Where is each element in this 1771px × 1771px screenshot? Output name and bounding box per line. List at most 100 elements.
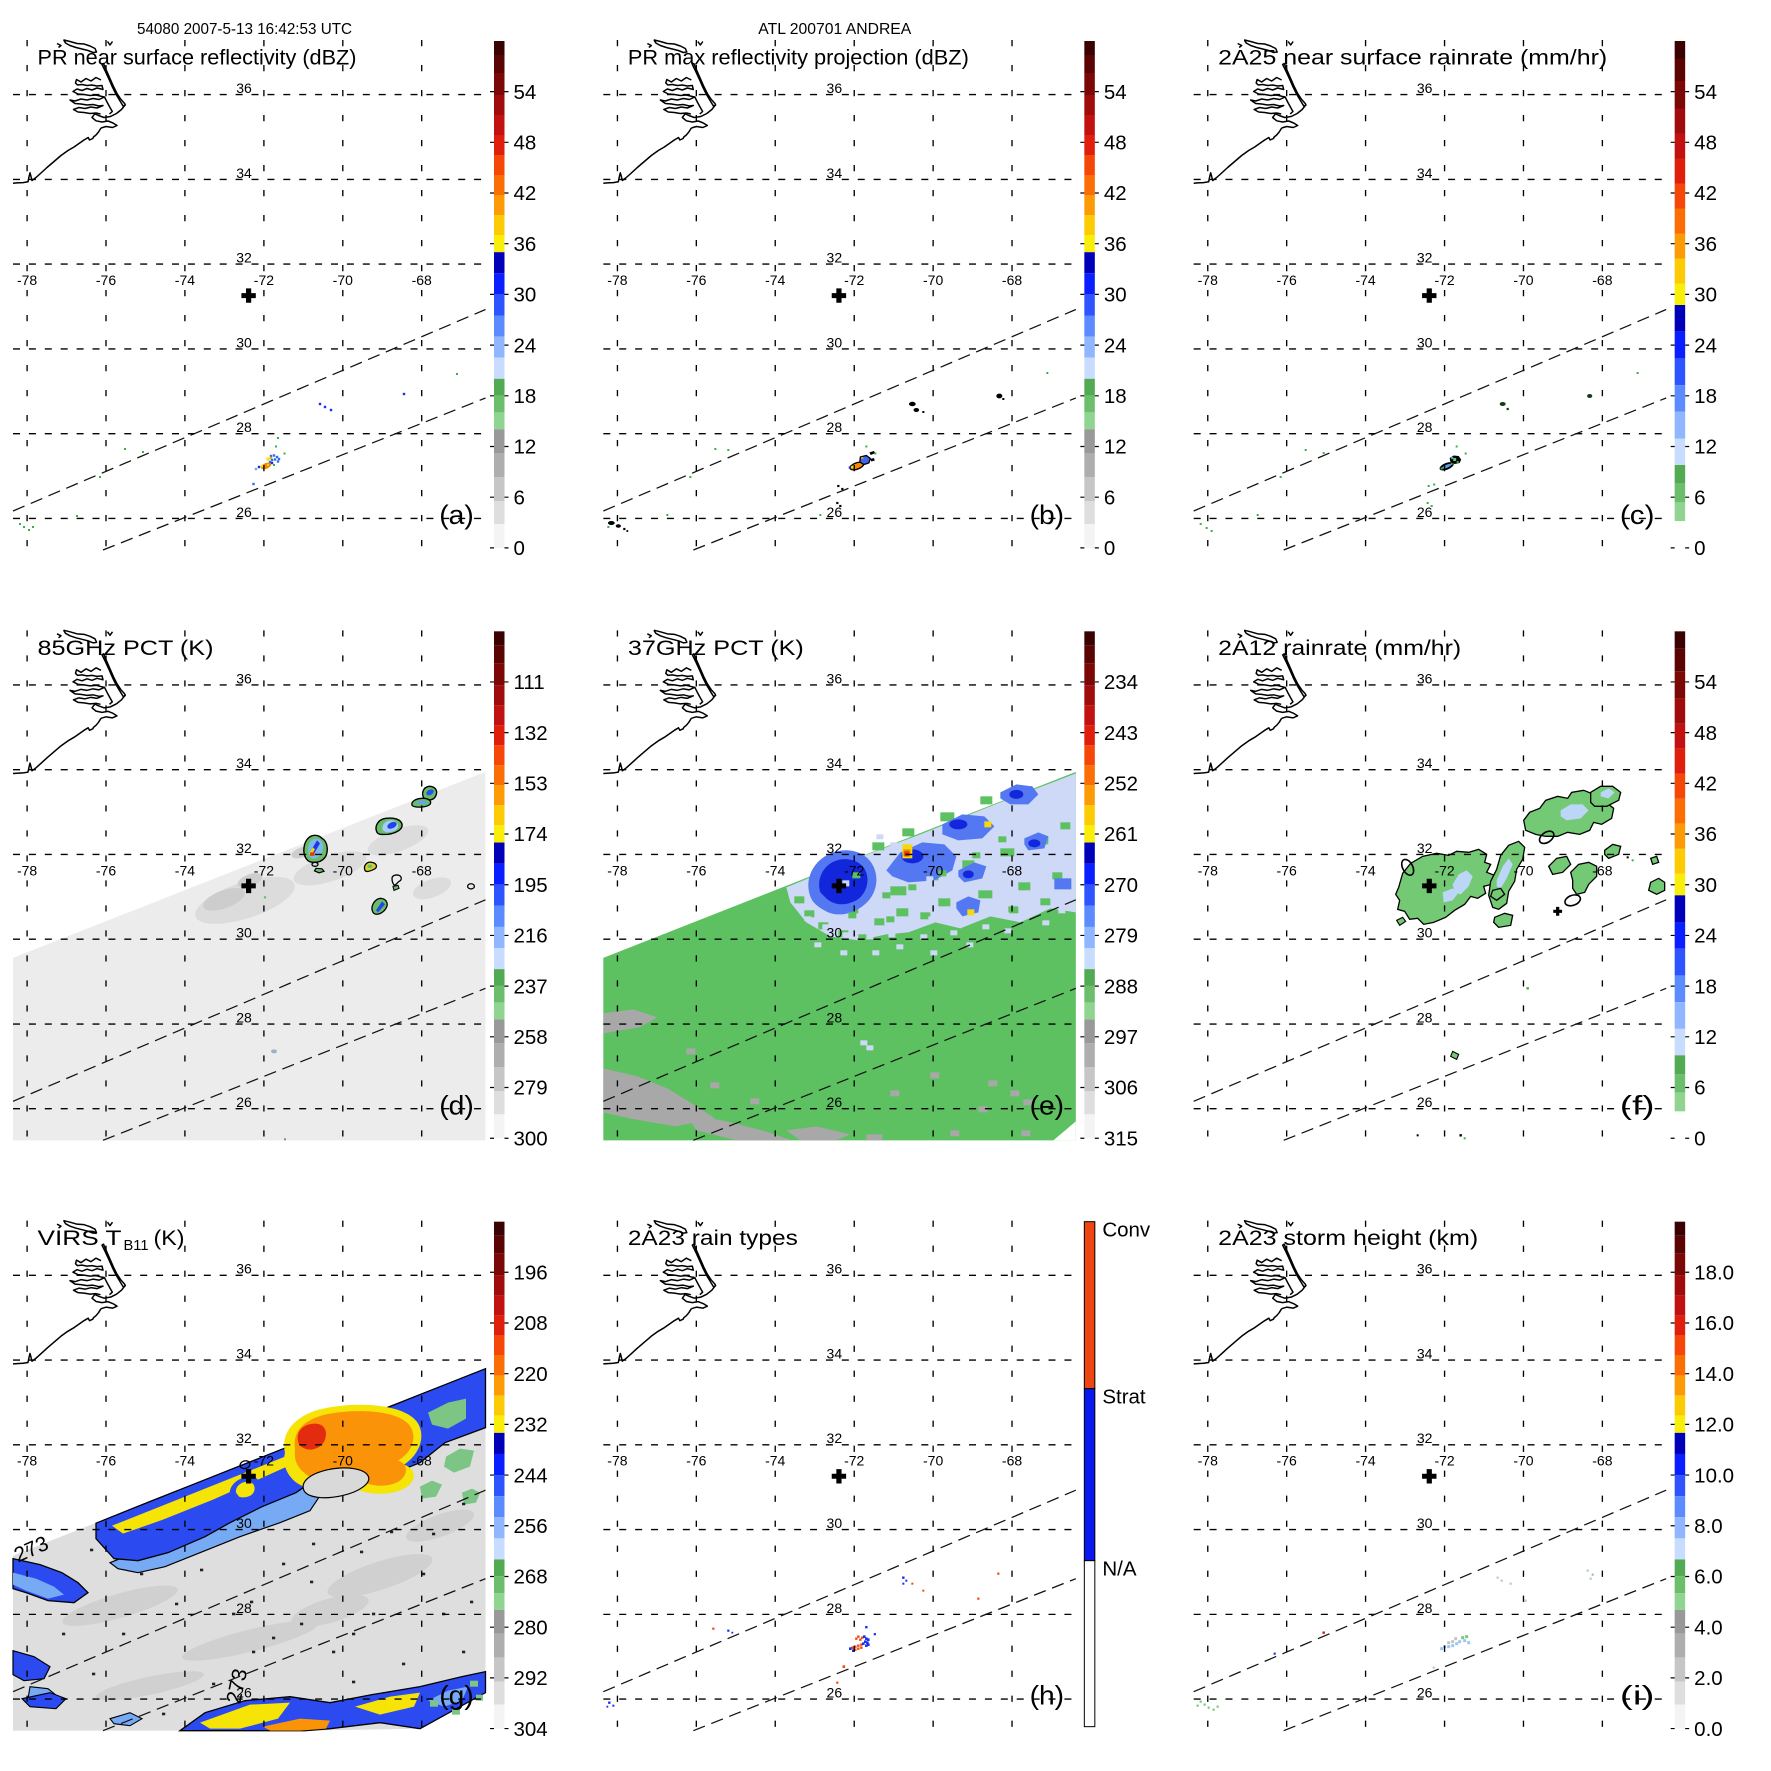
svg-text:B11: B11 <box>124 1237 149 1254</box>
svg-text:279: 279 <box>1104 925 1138 948</box>
svg-text:237: 237 <box>514 975 548 998</box>
svg-text:2A23 rain types: 2A23 rain types <box>628 1226 798 1250</box>
svg-text:18: 18 <box>514 385 537 408</box>
svg-text:16.0: 16.0 <box>1694 1312 1734 1335</box>
svg-text:10.0: 10.0 <box>1694 1464 1734 1487</box>
svg-text:36: 36 <box>1694 233 1717 256</box>
svg-text:258: 258 <box>514 1026 548 1049</box>
svg-text:111: 111 <box>514 671 545 694</box>
svg-text:6: 6 <box>514 486 525 509</box>
svg-text:PR near surface reflectivity (: PR near surface reflectivity (dBZ) <box>38 46 357 70</box>
svg-text:315: 315 <box>1104 1127 1138 1150</box>
svg-text:24: 24 <box>1694 925 1717 948</box>
svg-text:14.0: 14.0 <box>1694 1363 1734 1386</box>
svg-text:48: 48 <box>1104 132 1127 155</box>
svg-text:(g): (g) <box>439 1681 474 1711</box>
svg-text:54: 54 <box>1694 671 1717 694</box>
svg-text:(c): (c) <box>1620 500 1655 530</box>
svg-text:297: 297 <box>1104 1026 1138 1049</box>
svg-text:279: 279 <box>514 1077 548 1100</box>
svg-text:132: 132 <box>514 722 548 745</box>
svg-text:48: 48 <box>514 132 537 155</box>
svg-text:42: 42 <box>1694 182 1717 205</box>
svg-text:54: 54 <box>1104 81 1127 104</box>
svg-text:6.0: 6.0 <box>1694 1566 1723 1589</box>
svg-text:(b): (b) <box>1030 500 1065 530</box>
svg-text:(K): (K) <box>154 1226 185 1250</box>
svg-text:232: 232 <box>514 1414 548 1437</box>
svg-text:VIRS T: VIRS T <box>38 1226 122 1250</box>
svg-text:24: 24 <box>1694 334 1717 357</box>
svg-text:216: 216 <box>514 925 548 948</box>
svg-text:(a): (a) <box>439 500 474 530</box>
svg-text:30: 30 <box>1694 874 1717 897</box>
svg-text:12: 12 <box>514 436 537 459</box>
svg-text:42: 42 <box>514 182 537 205</box>
svg-text:220: 220 <box>514 1363 548 1386</box>
svg-text:0: 0 <box>1694 1127 1705 1150</box>
svg-text:24: 24 <box>1104 334 1127 357</box>
svg-text:6: 6 <box>1104 486 1115 509</box>
svg-text:12: 12 <box>1694 436 1717 459</box>
svg-text:174: 174 <box>514 823 548 846</box>
svg-text:2A23 storm height (km): 2A23 storm height (km) <box>1218 1226 1478 1250</box>
svg-text:304: 304 <box>514 1718 548 1741</box>
svg-text:36: 36 <box>514 233 537 256</box>
svg-text:(e): (e) <box>1030 1090 1065 1120</box>
svg-text:42: 42 <box>1694 773 1717 796</box>
svg-text:42: 42 <box>1104 182 1127 205</box>
svg-text:4.0: 4.0 <box>1694 1616 1723 1639</box>
svg-text:(i): (i) <box>1620 1681 1655 1711</box>
svg-text:24: 24 <box>514 334 537 357</box>
svg-text:18: 18 <box>1694 385 1717 408</box>
svg-text:270: 270 <box>1104 874 1138 897</box>
svg-text:48: 48 <box>1694 722 1717 745</box>
svg-text:0: 0 <box>1104 537 1115 560</box>
svg-text:280: 280 <box>514 1616 548 1639</box>
svg-text:30: 30 <box>1104 284 1127 307</box>
svg-text:208: 208 <box>514 1312 548 1335</box>
svg-text:306: 306 <box>1104 1077 1138 1100</box>
svg-text:ATL 200701 ANDREA: ATL 200701 ANDREA <box>758 21 912 38</box>
svg-text:30: 30 <box>514 284 537 307</box>
svg-text:195: 195 <box>514 874 548 897</box>
svg-text:Strat: Strat <box>1102 1386 1146 1409</box>
svg-text:0: 0 <box>1694 537 1705 560</box>
svg-text:292: 292 <box>514 1667 548 1690</box>
svg-text:85GHz PCT (K): 85GHz PCT (K) <box>38 636 214 660</box>
svg-text:18: 18 <box>1104 385 1127 408</box>
svg-text:2A12 rainrate (mm/hr): 2A12 rainrate (mm/hr) <box>1218 636 1461 660</box>
svg-text:288: 288 <box>1104 975 1138 998</box>
svg-text:300: 300 <box>514 1127 548 1150</box>
svg-text:48: 48 <box>1694 132 1717 155</box>
svg-text:12.0: 12.0 <box>1694 1414 1734 1437</box>
svg-text:54: 54 <box>1694 81 1717 104</box>
svg-text:(f): (f) <box>1620 1090 1655 1120</box>
svg-text:0: 0 <box>514 537 525 560</box>
svg-text:36: 36 <box>1694 823 1717 846</box>
svg-text:261: 261 <box>1104 823 1138 846</box>
svg-text:18: 18 <box>1694 975 1717 998</box>
svg-text:153: 153 <box>514 773 548 796</box>
svg-text:268: 268 <box>514 1566 548 1589</box>
svg-text:6: 6 <box>1694 1077 1705 1100</box>
svg-text:8.0: 8.0 <box>1694 1515 1723 1538</box>
svg-text:2A25 near surface rainrate (mm: 2A25 near surface rainrate (mm/hr) <box>1218 46 1607 70</box>
svg-text:36: 36 <box>1104 233 1127 256</box>
svg-text:2.0: 2.0 <box>1694 1667 1723 1690</box>
svg-text:37GHz PCT (K): 37GHz PCT (K) <box>628 636 804 660</box>
svg-text:54: 54 <box>514 81 537 104</box>
svg-text:30: 30 <box>1694 284 1717 307</box>
svg-text:(h): (h) <box>1030 1681 1065 1711</box>
svg-text:18.0: 18.0 <box>1694 1261 1734 1284</box>
svg-text:N/A: N/A <box>1102 1558 1137 1581</box>
svg-text:54080 2007-5-13 16:42:53 UTC: 54080 2007-5-13 16:42:53 UTC <box>137 21 352 38</box>
svg-text:(d): (d) <box>439 1090 474 1120</box>
svg-text:243: 243 <box>1104 722 1138 745</box>
svg-text:6: 6 <box>1694 486 1705 509</box>
svg-text:12: 12 <box>1104 436 1127 459</box>
svg-text:244: 244 <box>514 1464 548 1487</box>
svg-text:Conv: Conv <box>1102 1219 1151 1242</box>
svg-text:12: 12 <box>1694 1026 1717 1049</box>
svg-text:256: 256 <box>514 1515 548 1538</box>
